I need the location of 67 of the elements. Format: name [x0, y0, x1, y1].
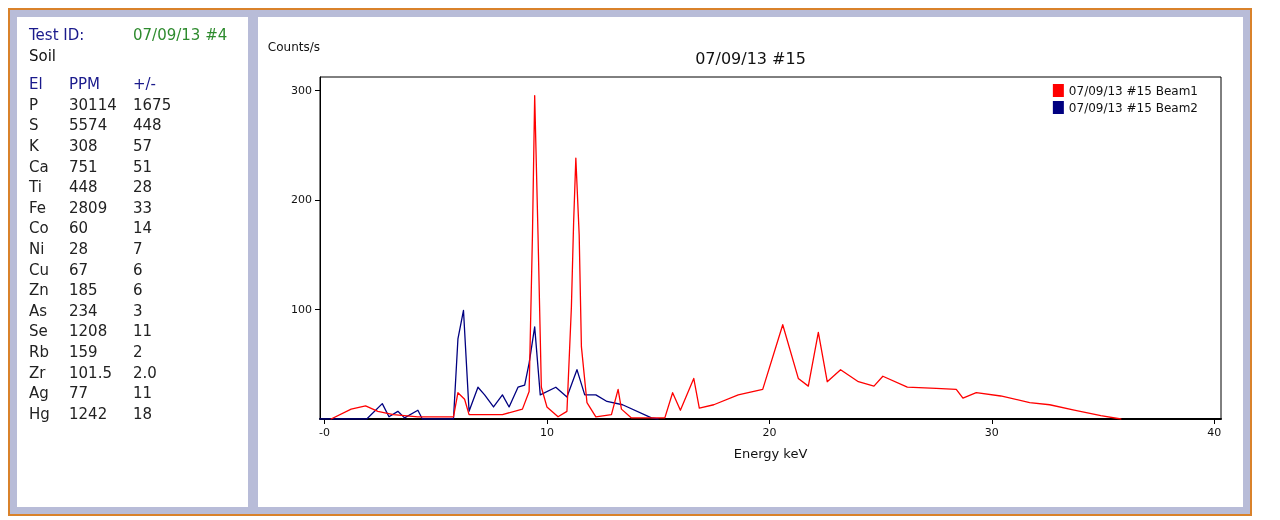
text: 77 [69, 383, 90, 404]
text: 234 [69, 300, 99, 322]
text: 2809 [69, 197, 109, 219]
text: 60 [69, 218, 90, 239]
x-tick-label: 10 [539, 426, 554, 439]
text: Test ID: [29, 25, 86, 46]
text: Hg [29, 403, 51, 425]
text: 448 [133, 115, 162, 136]
text: Zr [29, 362, 47, 384]
text: 7 [133, 238, 143, 260]
text: 6 [133, 259, 143, 281]
text: 1208 [69, 321, 109, 342]
legend-label: 07/09/13 #15 Beam1 [1068, 83, 1198, 98]
text: 308 [69, 135, 99, 157]
text: 3 [133, 300, 143, 322]
text: 28 [69, 238, 90, 260]
text: 67 [69, 259, 90, 281]
text: 18 [133, 403, 153, 425]
text: PPM [69, 74, 102, 95]
y-tick-label: 100 [290, 302, 312, 316]
text: As [29, 300, 49, 322]
x-axis-title: Energy keV [733, 446, 808, 461]
text: 101.5 [69, 362, 113, 384]
text: 6 [133, 280, 143, 301]
text: P [29, 94, 40, 116]
text: Se [29, 321, 49, 342]
text: 5574 [69, 115, 109, 136]
text: 751 [69, 156, 99, 178]
text: Cu [29, 259, 50, 281]
text: 57 [133, 135, 153, 157]
y-axis-title: Counts/s [267, 40, 320, 54]
text: S [29, 115, 40, 136]
text: 185 [69, 280, 99, 301]
text: 2.0 [133, 362, 157, 384]
x-tick-label: 20 [762, 426, 777, 439]
text: K [29, 135, 40, 157]
text: 2 [133, 341, 143, 363]
chart-title: 07/09/13 #15 [695, 48, 806, 68]
text: 30114 [69, 94, 118, 116]
text: 1675 [133, 94, 172, 116]
text: 07/09/13 #4 [133, 25, 228, 46]
text: Rb [29, 341, 50, 363]
x-tick-label: 40 [1207, 426, 1222, 439]
text: Fe [29, 197, 48, 219]
text: Ti [29, 177, 43, 198]
text: Ca [29, 156, 50, 178]
y-tick-label: 300 [290, 83, 312, 97]
text: +/- [133, 74, 157, 95]
text: 11 [133, 321, 153, 342]
text: El [29, 74, 44, 95]
text: Soil [29, 45, 58, 67]
text: Ag [29, 383, 50, 404]
text: 159 [69, 341, 99, 363]
text: 11 [133, 383, 153, 404]
text: 51 [133, 156, 153, 178]
x-tick-label: 30 [984, 426, 999, 439]
text: 33 [133, 197, 153, 219]
text: Zn [29, 280, 50, 301]
text: Ni [29, 238, 46, 260]
text: 1242 [69, 403, 109, 425]
text: 28 [133, 177, 153, 198]
y-tick-label: 200 [290, 193, 312, 207]
text: 448 [69, 177, 99, 198]
text: 14 [133, 218, 153, 239]
legend-label: 07/09/13 #15 Beam2 [1068, 100, 1198, 115]
x-tick-label: -0 [318, 426, 330, 439]
text: Co [29, 218, 50, 239]
